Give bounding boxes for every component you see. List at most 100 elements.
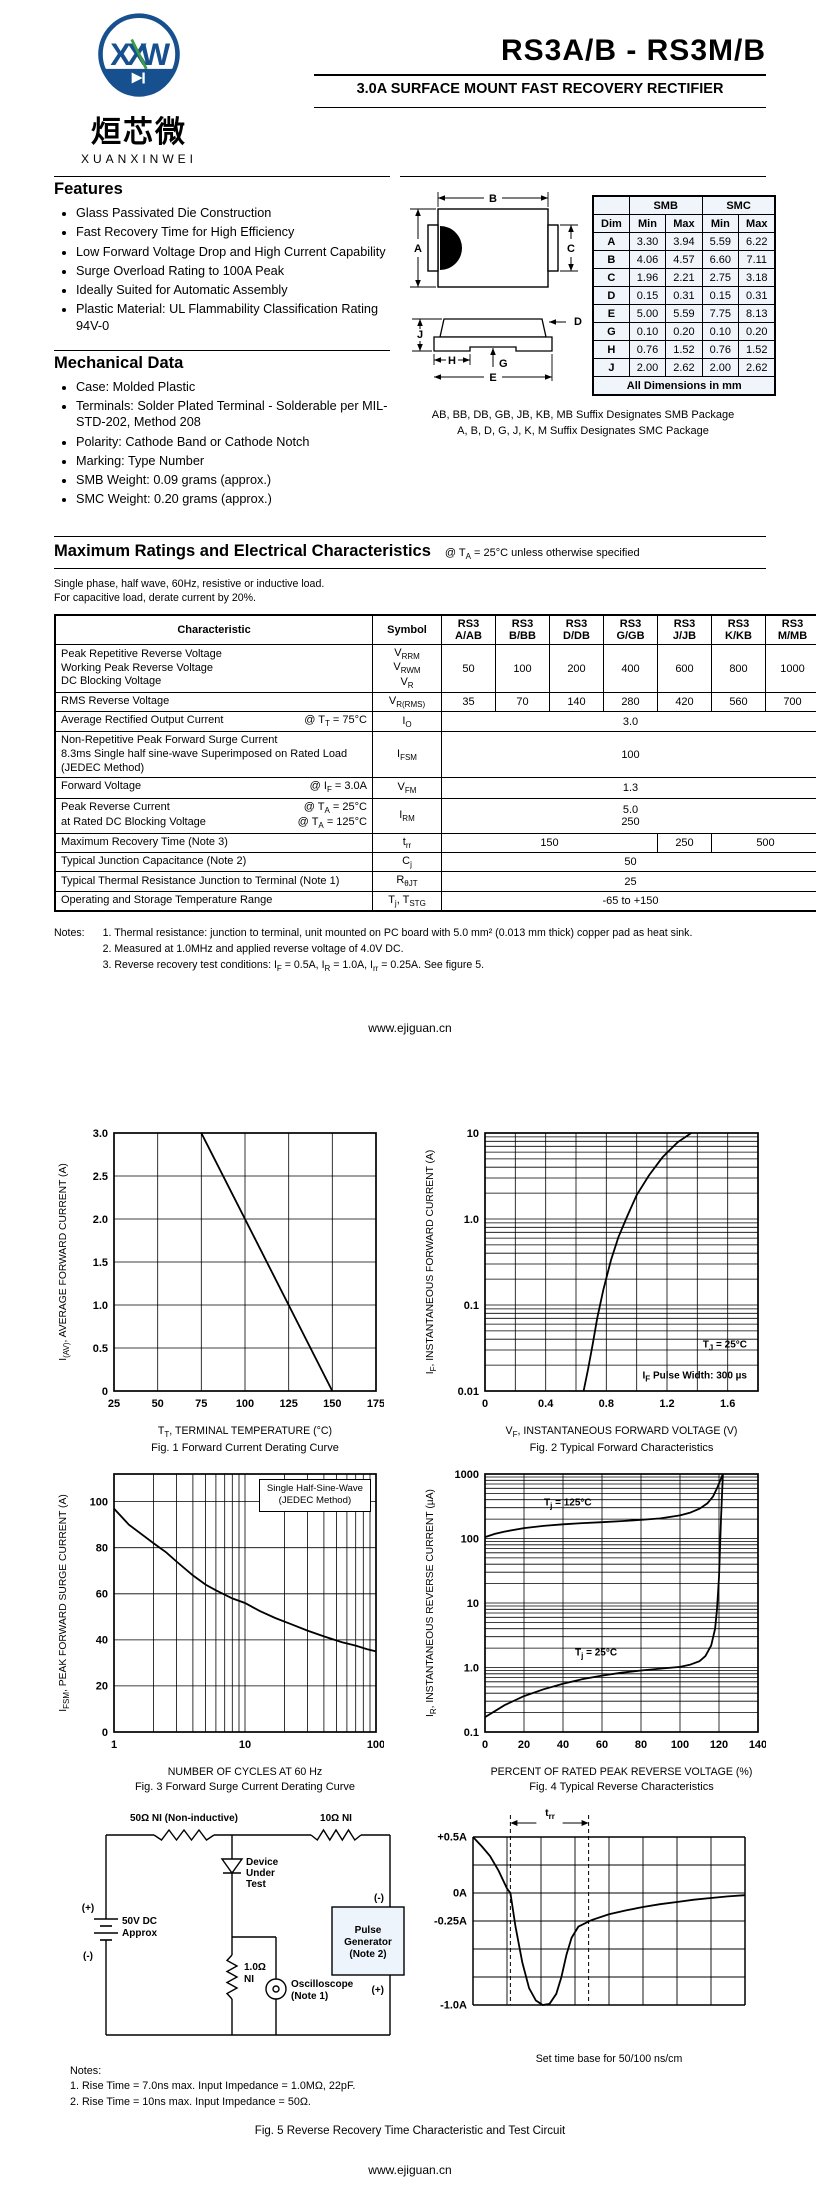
bullet-item: Marking: Type Number: [76, 453, 390, 469]
figure-row-3: 50Ω NI (Non-inductive) 10Ω NI (+) (-) 50V DC…: [54, 1807, 766, 2111]
svg-text:(-): (-): [374, 1893, 384, 1904]
table-row: All Dimensions in mm: [592, 376, 776, 396]
svg-text:Under: Under: [246, 1868, 275, 1879]
page-title: RS3A/B - RS3M/B: [500, 34, 766, 67]
svg-text:-0.25A: -0.25A: [434, 1915, 467, 1927]
website-link[interactable]: www.ejiguan.cn: [368, 1020, 452, 1035]
table-row: Operating and Storage Temperature Range T…: [54, 890, 816, 912]
svg-text:80: 80: [635, 1739, 647, 1751]
bullet-item: Case: Molded Plastic: [76, 379, 390, 395]
svg-text:Test: Test: [246, 1879, 266, 1890]
fig5-recovery-waveform: +0.5A 0A -0.25A -1.0A trr Set time base for 5…: [421, 1807, 766, 2065]
svg-text:10: 10: [239, 1739, 251, 1751]
title-rule: [314, 74, 766, 76]
svg-text:60: 60: [96, 1588, 108, 1600]
svg-text:0: 0: [482, 1739, 488, 1751]
ratings-intro: Single phase, half wave, 60Hz, resistive…: [54, 577, 766, 606]
figure-row-2: 1 10 100 0 20 40 60 80 100 IFSM, PEAK FORWARD SUR…: [54, 1464, 766, 1793]
svg-text:(Note 2): (Note 2): [349, 1949, 386, 1960]
company-logo: X X W 烜芯微 XUANXINWEI: [54, 12, 224, 166]
ratings-table: Characteristic Symbol RS3 A/AB RS3 B/BB RS3 D/D…: [54, 614, 816, 912]
bullet-item: Fast Recovery Time for High Efficiency: [76, 224, 390, 240]
svg-text:100: 100: [461, 1533, 479, 1545]
svg-text:(+): (+): [82, 1903, 95, 1914]
fig5-test-circuit-diagram: 50Ω NI (Non-inductive) 10Ω NI (+) (-) 50V DC…: [54, 1807, 414, 2054]
svg-text:A: A: [414, 243, 422, 255]
trr-label: trr: [545, 1806, 555, 1821]
figure-caption: Fig. 2 Typical Forward Characteristics: [529, 1441, 714, 1454]
table-row: D 0.15 0.31 0.15 0.31: [592, 286, 776, 305]
fig5-note-line: 1. Rise Time = 7.0ns max. Input Impedanc…: [70, 2080, 356, 2093]
table-row: C 1.96 2.21 2.75 3.18: [592, 268, 776, 287]
svg-text:140: 140: [749, 1739, 766, 1751]
x-axis-label: VF, INSTANTANEOUS FORWARD VOLTAGE (V): [505, 1424, 738, 1439]
features-heading: Features: [54, 180, 123, 198]
table-row: Non-Repetitive Peak Forward Surge Curren…: [54, 731, 816, 779]
svg-text:60: 60: [596, 1739, 608, 1751]
table-row: H 0.76 1.52 0.76 1.52: [592, 340, 776, 359]
plot-annotation: IF Pulse Width: 300 µs: [642, 1370, 747, 1384]
fig5wave-plot: +0.5A 0A -0.25A -1.0A trr: [421, 1807, 766, 2047]
fig1-plot: 25 50 75 100 125 150 175 0 0.5 1.0 1.5 2.0 2.5 3.0 I(A…: [54, 1123, 384, 1419]
svg-text:0.01: 0.01: [458, 1385, 479, 1397]
bullet-item: Polarity: Cathode Band or Cathode Notch: [76, 434, 390, 450]
table-row: B 4.06 4.57 6.60 7.11: [592, 250, 776, 269]
table-row: RMS Reverse Voltage VR(RMS) 35 70 140 280 420 5…: [54, 691, 816, 713]
ratings-heading: Maximum Ratings and Electrical Character…: [54, 541, 431, 560]
fig3-plot: 1 10 100 0 20 40 60 80 100 IFSM, PEAK FORWARD SUR…: [54, 1464, 384, 1760]
table-row: J 2.00 2.62 2.00 2.62: [592, 358, 776, 377]
features-list: Glass Passivated Die Construction Fast Re…: [60, 205, 390, 334]
svg-text:G: G: [499, 358, 508, 370]
y-axis-label: I(AV), AVERAGE FORWARD CURRENT (A): [58, 1162, 72, 1361]
bullet-item: Terminals: Solder Plated Terminal - Sold…: [76, 398, 390, 431]
table-row: Peak Repetitive Reverse Voltage Working P…: [54, 644, 816, 693]
website-link-footer[interactable]: www.ejiguan.cn: [368, 2162, 452, 2177]
x-axis-label: NUMBER OF CYCLES AT 60 Hz: [167, 1765, 323, 1778]
svg-text:2.0: 2.0: [93, 1213, 108, 1225]
plot-legend: Single Half-Sine-Wave (JEDEC Method): [258, 1478, 371, 1512]
fig5-caption: Fig. 5 Reverse Recovery Time Characteris…: [254, 2124, 566, 2137]
svg-text:Approx: Approx: [122, 1928, 157, 1939]
svg-text:20: 20: [518, 1739, 530, 1751]
plot-annotation: TJ = 25°C: [702, 1339, 747, 1353]
svg-text:25: 25: [108, 1398, 120, 1410]
note-line: 3. Reverse recovery test conditions: IF …: [102, 958, 485, 973]
svg-text:+0.5A: +0.5A: [437, 1831, 467, 1843]
svg-text:0.8: 0.8: [599, 1398, 614, 1410]
ratings-heading-row: Maximum Ratings and Electrical Character…: [54, 535, 766, 569]
header: X X W 烜芯微 XUANXINWEI RS3A/B - RS3M/B 3.0…: [54, 12, 766, 166]
svg-text:-1.0A: -1.0A: [440, 1999, 467, 2011]
x-axis-label: PERCENT OF RATED PEAK REVERSE VOLTAGE (%…: [490, 1765, 753, 1778]
table-row: Average Rectified Output Current @ TT = 7…: [54, 711, 816, 733]
table-row: Peak Reverse Current @ TA = 25°C at Rated …: [54, 797, 816, 835]
svg-text:Oscilloscope: Oscilloscope: [291, 1979, 354, 1990]
svg-text:(+): (+): [372, 1985, 385, 1996]
fig5-notes-label: Notes:: [70, 2064, 102, 2077]
fig1-forward-current-derating: 25 50 75 100 125 150 175 0 0.5 1.0 1.5 2.0 2.5 3.0 I(A…: [54, 1123, 384, 1453]
suffix-note-smc: A, B, D, G, J, K, M Suffix Designates SM…: [457, 424, 709, 437]
section-rule: [54, 349, 390, 351]
fig5-notes: Notes: 1. Rise Time = 7.0ns max. Input I…: [70, 2064, 414, 2111]
figure-caption: Fig. 3 Forward Surge Current Derating Cu…: [134, 1780, 356, 1793]
svg-text:10Ω NI: 10Ω NI: [320, 1813, 352, 1824]
svg-text:100: 100: [90, 1496, 108, 1508]
svg-text:50: 50: [152, 1398, 164, 1410]
svg-text:175: 175: [367, 1398, 384, 1410]
section-rule: [54, 176, 390, 177]
svg-text:0.4: 0.4: [538, 1398, 554, 1410]
svg-text:0.1: 0.1: [464, 1727, 479, 1739]
svg-text:(Note 1): (Note 1): [291, 1991, 328, 2002]
svg-text:150: 150: [323, 1398, 341, 1410]
logo-chinese-name: 烜芯微: [91, 116, 187, 149]
logo-latin-name: XUANXINWEI: [80, 152, 197, 166]
svg-text:1.0: 1.0: [464, 1213, 479, 1225]
fig3-forward-surge-derating: 1 10 100 0 20 40 60 80 100 IFSM, PEAK FORWARD SUR…: [54, 1464, 384, 1793]
svg-text:1: 1: [111, 1739, 117, 1751]
fig5-waveform-block: +0.5A 0A -0.25A -1.0A trr Set time base for 5…: [421, 1807, 766, 2111]
x-axis-label: TT, TERMINAL TEMPERATURE (°C): [157, 1424, 333, 1439]
svg-text:D: D: [574, 316, 582, 328]
y-axis-label: IR, INSTANTANEOUS REVERSE CURRENT (µA): [425, 1488, 439, 1717]
